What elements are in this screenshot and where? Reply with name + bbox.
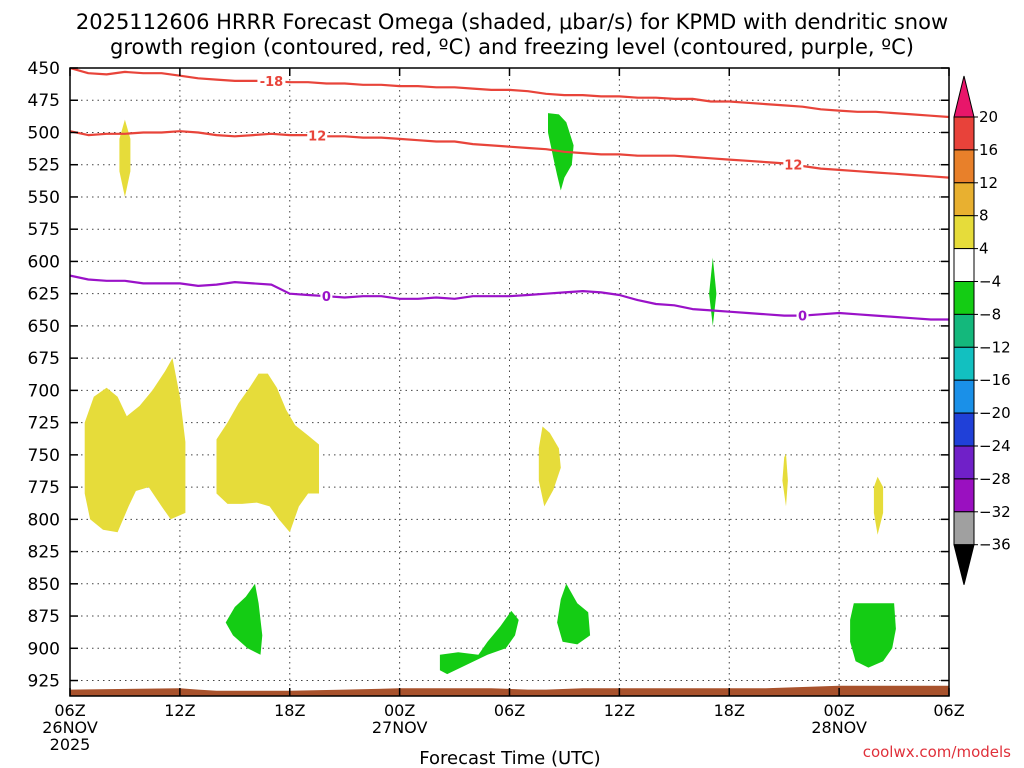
x-axis-label: Forecast Time (UTC) [419,748,600,768]
colorbar-tick-label-12: −32 [979,503,1011,521]
colorbar-tick-label-1: 16 [979,141,998,159]
x-tick-label-12: 18Z [274,701,305,720]
omega-region-11 [850,603,896,668]
colorbar-tick-label-4: 4 [979,240,989,258]
colorbar-band-2 [953,182,975,217]
y-tick-label-575: 575 [28,220,60,240]
x-date-label-18: 27NOV [372,718,428,737]
x-tick-label-30: 12Z [604,701,635,720]
colorbar-band-10 [953,445,975,480]
colorbar-band-7 [953,346,975,381]
colorbar-band-11 [953,478,975,513]
x-tick-label-6: 12Z [164,701,195,720]
contour-label-1: 12 [308,130,326,145]
colorbar-top-arrow [953,75,975,118]
colorbar-band-6 [953,313,975,348]
colorbar-tick-label-6: −8 [979,305,1001,323]
omega-region-3 [538,426,561,507]
y-tick-label-625: 625 [28,285,60,305]
omega-region-1 [84,358,186,533]
colorbar-tick-label-0: 20 [979,108,998,126]
chart-title-line1: 2025112606 HRRR Forecast Omega (shaded, … [76,10,948,34]
y-tick-label-775: 775 [28,478,60,498]
y-tick-label-825: 825 [28,543,60,563]
colorbar-bottom-arrow [953,544,975,585]
omega-region-0 [119,119,131,197]
contour-label-3: 0 [322,290,331,305]
omega-region-10 [557,583,591,645]
y-tick-label-650: 650 [28,317,60,337]
y-tick-label-600: 600 [28,252,60,272]
omega-region-2 [216,373,319,533]
colorbar-band-12 [953,511,975,546]
x-tick-label-36: 18Z [714,701,745,720]
chart-title-line2: growth region (contoured, red, ºC) and f… [110,35,914,59]
colorbar-band-5 [953,281,975,315]
y-tick-label-900: 900 [28,639,60,659]
temperature-contours: -18 12 12 0 0 [70,68,949,325]
omega-region-4 [782,453,788,507]
x-year-label-0: 2025 [50,735,91,754]
contour-label-bg-4 [796,308,809,323]
contour-label-0: -18 [260,75,284,90]
y-axis-pressure: 450 475 500 525 550 575 600 625 650 675 700 725 750 7… [28,59,949,692]
contour-label-4: 0 [798,310,807,325]
omega-region-9 [439,610,519,675]
y-tick-label-750: 750 [28,446,60,466]
omega-region-5 [873,476,884,535]
y-tick-label-475: 475 [28,91,60,111]
colorbar-band-8 [953,379,975,414]
contour-label-2: 12 [784,159,802,174]
y-tick-label-500: 500 [28,123,60,143]
y-tick-label-875: 875 [28,607,60,627]
y-tick-label-550: 550 [28,188,60,208]
colorbar-tick-label-8: −16 [979,371,1011,389]
y-tick-label-800: 800 [28,510,60,530]
omega-colorbar: 20 16 12 8 4 −4 −8 −12 −16 −20 −24 −28 −32 −36 [953,75,1011,585]
colorbar-band-0 [953,116,975,151]
omega-region-7 [709,257,717,326]
x-date-label-0: 26NOV [42,718,98,737]
colorbar-tick-label-5: −4 [979,273,1001,291]
contour-label-bg-3 [320,289,333,304]
gridlines [70,68,949,696]
x-tick-label-0: 06Z [54,701,85,720]
colorbar-band-9 [953,412,975,447]
colorbar-tick-label-7: −12 [979,338,1011,356]
x-tick-label-42: 00Z [823,701,854,720]
x-tick-label-48: 06Z [933,701,964,720]
x-date-label-42: 28NOV [811,718,867,737]
y-tick-label-725: 725 [28,414,60,434]
omega-shading [84,113,896,675]
y-tick-label-850: 850 [28,575,60,595]
y-tick-label-675: 675 [28,349,60,369]
x-tick-label-18: 00Z [384,701,415,720]
colorbar-tick-label-13: −36 [979,536,1011,554]
omega-region-8 [225,583,263,655]
colorbar-band-4 [953,248,975,283]
x-tick-label-24: 06Z [494,701,525,720]
contour-label-bg-2 [783,157,804,172]
colorbar-tick-label-3: 8 [979,207,989,225]
colorbar-band-1 [953,149,975,184]
contour-line-0 [70,68,949,119]
colorbar-tick-label-10: −24 [979,437,1011,455]
colorbar-tick-label-9: −20 [979,404,1011,422]
contour-label-bg-0 [257,73,286,88]
y-tick-label-450: 450 [28,59,60,79]
y-tick-label-925: 925 [28,672,60,692]
y-tick-label-525: 525 [28,156,60,176]
contour-label-bg-1 [307,128,328,143]
credit-text: coolwx.com/models [863,743,1011,761]
colorbar-tick-label-2: 12 [979,174,998,192]
colorbar-band-3 [953,215,975,250]
colorbar-tick-label-11: −28 [979,470,1011,488]
y-tick-label-700: 700 [28,381,60,401]
